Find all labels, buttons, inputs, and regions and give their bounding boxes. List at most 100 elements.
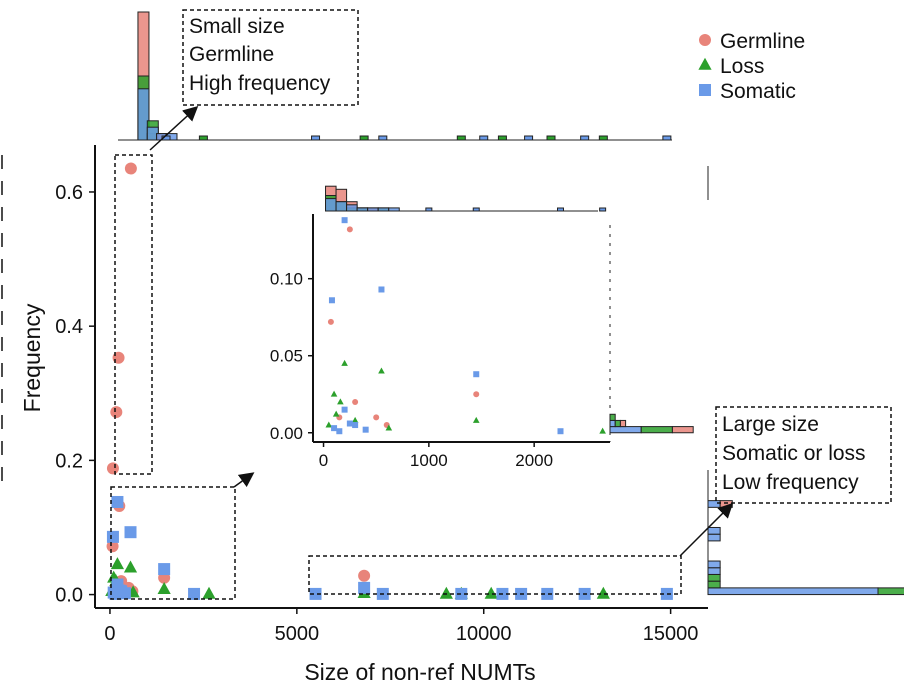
right-hist-bar-7-somatic bbox=[707, 526, 721, 535]
top-hist-sparse-8 bbox=[524, 135, 534, 141]
right-hist-bar-2-loss bbox=[707, 573, 721, 582]
germline-point-7 bbox=[473, 391, 480, 398]
loss-point-5 bbox=[472, 416, 480, 423]
loss-point-4 bbox=[332, 410, 340, 417]
x-tick-label-1: 5000 bbox=[275, 623, 320, 645]
inset-background bbox=[290, 200, 710, 470]
inset-x-tick-label-2: 2000 bbox=[515, 451, 553, 470]
right-marginal-histogram bbox=[707, 166, 904, 596]
legend-label-loss: Loss bbox=[720, 55, 764, 78]
inset-top-sparse-3 bbox=[599, 207, 607, 212]
top-hist-sparse-10 bbox=[580, 135, 590, 141]
top-hist-sparse-3 bbox=[359, 135, 369, 141]
top-hist-sparse-7 bbox=[497, 135, 507, 141]
top-hist-sparse-4 bbox=[378, 135, 388, 141]
somatic-point-2 bbox=[124, 526, 137, 539]
inset-right-bar-2-loss bbox=[609, 413, 616, 421]
loss-point-14 bbox=[351, 416, 359, 423]
top-marginal-histogram bbox=[118, 11, 672, 141]
germline-point-0 bbox=[124, 162, 137, 175]
loss-point-1 bbox=[123, 560, 138, 573]
y-tick-label-3: 0.6 bbox=[55, 182, 83, 204]
top-hist-sparse-2 bbox=[311, 135, 321, 141]
annotation-large-size: Large size Somatic or loss Low frequency bbox=[715, 406, 892, 504]
inset-top-bar-1-somatic bbox=[335, 201, 348, 212]
loss-point-13 bbox=[325, 421, 333, 428]
loss-point-7 bbox=[599, 427, 606, 434]
somatic-point-0 bbox=[111, 495, 124, 508]
somatic-point-1 bbox=[328, 297, 335, 304]
inset-right-bar-1-germline bbox=[619, 419, 627, 428]
legend-label-germline: Germline bbox=[720, 30, 805, 53]
loss-point-11 bbox=[484, 586, 498, 599]
loss-point-legend bbox=[698, 57, 712, 70]
highlight-box-small-high bbox=[114, 154, 153, 475]
somatic-point-14 bbox=[541, 587, 554, 600]
inset-y-tick-label-0: 0.00 bbox=[270, 424, 303, 443]
somatic-point-5 bbox=[352, 422, 359, 429]
x-tick-label-3: 15000 bbox=[643, 623, 699, 645]
somatic-point-19 bbox=[109, 587, 122, 600]
somatic-point-0 bbox=[341, 217, 348, 224]
germline-point-5 bbox=[106, 540, 119, 553]
inset-y-tick-label-2: 0.10 bbox=[270, 270, 303, 289]
x-tick-label-2: 10000 bbox=[456, 623, 512, 645]
right-hist-bar-0-loss bbox=[877, 587, 904, 596]
top-hist-sparse-5 bbox=[456, 135, 466, 141]
inset-right-bar-0-loss bbox=[640, 426, 673, 434]
inset-right-bar-0-somatic bbox=[609, 426, 642, 434]
top-hist-sparse-12 bbox=[662, 135, 672, 141]
arrow-to-large-annotation bbox=[679, 502, 734, 557]
somatic-point-17 bbox=[362, 426, 369, 433]
somatic-point-9 bbox=[358, 581, 371, 594]
right-hist-bar-8-somatic bbox=[707, 500, 721, 508]
inset-top-marginal-histogram bbox=[325, 185, 607, 212]
somatic-point-19 bbox=[336, 428, 343, 435]
arrow-to-small-annotation bbox=[149, 105, 199, 151]
annotation-small-size: Small size Germline High frequency bbox=[182, 9, 359, 106]
somatic-point-6 bbox=[331, 425, 338, 432]
top-hist-sparse-6 bbox=[479, 135, 489, 141]
top-hist-sparse-11 bbox=[598, 135, 608, 141]
germline-point-4 bbox=[346, 226, 353, 233]
germline-point-legend bbox=[699, 34, 711, 46]
highlight-box-small-low bbox=[110, 486, 236, 600]
germline-point-6 bbox=[373, 414, 380, 421]
right-hist-bar-6-somatic bbox=[707, 533, 721, 542]
inset-axes bbox=[312, 214, 610, 443]
arrow-to-inset bbox=[233, 472, 255, 488]
x-tick-label-0: 0 bbox=[104, 623, 115, 645]
somatic-point-4 bbox=[341, 406, 348, 413]
loss-point-1 bbox=[378, 367, 385, 374]
loss-point-0 bbox=[110, 557, 125, 570]
right-hist-bar-0-somatic bbox=[707, 587, 879, 596]
somatic-point-11 bbox=[455, 587, 468, 600]
loss-point-0 bbox=[341, 359, 348, 366]
somatic-point-16 bbox=[660, 587, 673, 600]
loss-point-5 bbox=[157, 582, 171, 595]
right-hist-bar-1-loss bbox=[707, 580, 721, 589]
annotation-large-line-2: Somatic or loss bbox=[722, 442, 866, 465]
annotation-small-line-3: High frequency bbox=[189, 72, 331, 95]
loss-point-12 bbox=[596, 586, 610, 599]
main-axes bbox=[94, 145, 708, 609]
germline-point-5 bbox=[327, 318, 334, 325]
annotation-small-line-1: Small size bbox=[189, 15, 285, 38]
inset-y-tick-label-1: 0.05 bbox=[270, 347, 303, 366]
inset-top-bar-2-somatic bbox=[346, 204, 358, 212]
loss-point-6 bbox=[385, 424, 393, 431]
right-hist-bar-3-somatic bbox=[707, 567, 721, 575]
inset-right-marginal-histogram bbox=[609, 225, 694, 442]
right-hist-bar-4-somatic bbox=[707, 560, 721, 569]
inset-right-bar-1-somatic bbox=[609, 419, 616, 428]
somatic-point-2 bbox=[378, 286, 385, 293]
loss-point-9 bbox=[439, 586, 453, 599]
somatic-point-18 bbox=[346, 420, 353, 427]
y-tick-label-1: 0.2 bbox=[55, 450, 83, 472]
inset-x-tick-label-0: 0 bbox=[319, 451, 328, 470]
legend-label-somatic: Somatic bbox=[720, 80, 796, 103]
somatic-point-7 bbox=[188, 587, 201, 600]
